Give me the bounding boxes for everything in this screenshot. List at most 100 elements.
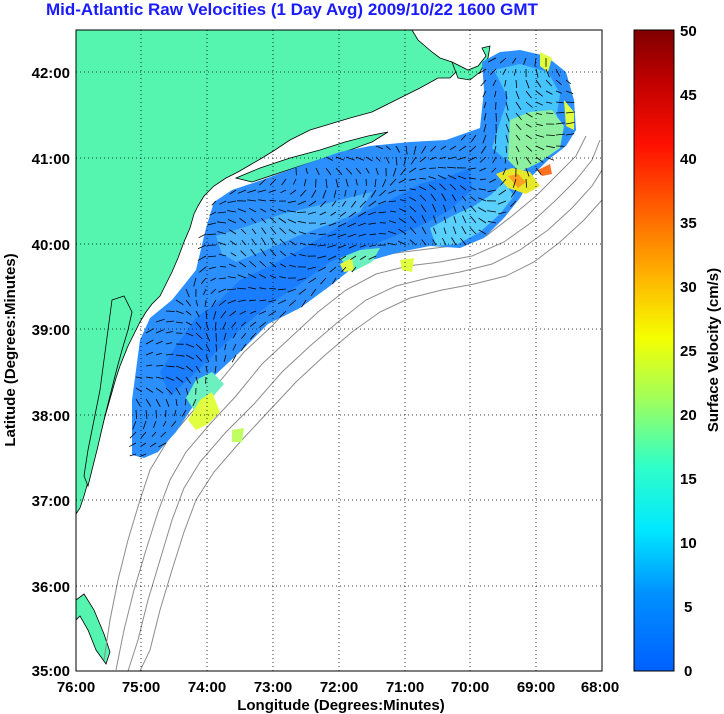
velocity-vector (229, 263, 237, 268)
velocity-vector (399, 208, 407, 213)
velocity-vector (318, 233, 327, 236)
velocity-vector (470, 134, 477, 143)
velocity-vector (347, 233, 357, 238)
velocity-vector (515, 101, 522, 110)
velocity-vector (227, 210, 237, 213)
velocity-vector (240, 332, 247, 340)
velocity-vector (218, 253, 227, 257)
x-axis-label: Longitude (Degrees:Minutes) (237, 697, 445, 714)
velocity-vector (505, 90, 507, 99)
velocity-vector (478, 188, 487, 191)
velocity-vector (315, 167, 320, 175)
velocity-vector (453, 205, 457, 213)
velocity-vector (322, 189, 327, 199)
velocity-vector (145, 339, 154, 345)
velocity-vector (545, 145, 555, 149)
velocity-vector (505, 112, 510, 122)
velocity-vector (515, 90, 520, 100)
velocity-vector (287, 210, 297, 213)
velocity-vector (462, 215, 467, 224)
x-tick-label: 71:00 (386, 679, 424, 696)
velocity-vector (268, 310, 277, 317)
velocity-vector (502, 167, 507, 176)
y-axis-ticks: 42:00 41:00 40:00 39:00 38:00 37:00 36:0… (32, 65, 70, 680)
velocity-vector (355, 178, 358, 186)
velocity-vector (305, 167, 308, 174)
velocity-vector (145, 328, 154, 334)
velocity-vector (287, 288, 297, 293)
x-tick-label: 72:00 (320, 679, 358, 696)
velocity-vector (510, 189, 517, 198)
velocity-vector (408, 167, 417, 173)
velocity-vector (535, 79, 542, 88)
velocity-vector (337, 222, 347, 227)
colorbar (633, 29, 675, 672)
velocity-vector (174, 409, 177, 417)
velocity-vector (335, 156, 345, 161)
velocity-vector (535, 123, 543, 127)
velocity-vector (555, 90, 562, 94)
velocity-vector (409, 239, 417, 246)
colorbar-tick-label: 35 (680, 215, 697, 232)
velocity-vector (207, 222, 217, 226)
velocity-vector (555, 79, 562, 86)
velocity-vector (175, 387, 181, 396)
velocity-vector (359, 255, 367, 260)
velocity-vector (487, 189, 497, 193)
velocity-vector (135, 376, 143, 379)
velocity-vector (387, 242, 397, 246)
velocity-vector (260, 248, 267, 257)
velocity-vector (279, 250, 287, 257)
velocity-vector (351, 266, 357, 273)
y-tick-label: 36:00 (32, 579, 70, 596)
velocity-vector (525, 134, 532, 140)
velocity-vector (525, 178, 527, 188)
velocity-vector (308, 277, 317, 284)
velocity-vector (369, 244, 377, 247)
velocity-vector (325, 156, 333, 161)
colorbar-tick-label: 25 (680, 343, 697, 360)
velocity-vector (145, 351, 154, 356)
velocity-vector (303, 178, 307, 187)
velocity-vector (459, 237, 467, 246)
velocity-vector (175, 365, 185, 370)
velocity-vector (330, 211, 337, 216)
velocity-vector (358, 233, 367, 237)
velocity-vector (135, 387, 143, 393)
x-axis-ticks: 76:00 75:00 74:00 73:00 72:00 71:00 70:0… (57, 679, 619, 696)
velocity-vector (470, 215, 477, 224)
velocity-vector (195, 343, 203, 351)
velocity-vector (205, 310, 208, 320)
velocity-vector (289, 240, 297, 246)
velocity-vector (145, 387, 154, 393)
velocity-vector (297, 211, 307, 213)
velocity-vector (488, 57, 497, 63)
velocity-vector (452, 226, 457, 235)
velocity-vector (251, 228, 257, 235)
velocity-vector (145, 409, 148, 419)
velocity-vector (478, 207, 487, 213)
velocity-vector (439, 183, 447, 191)
velocity-vector (398, 178, 407, 184)
velocity-vector (207, 233, 217, 236)
velocity-vector (332, 277, 337, 285)
x-tick-label: 75:00 (122, 679, 160, 696)
velocity-vector (459, 185, 467, 191)
velocity-vector (208, 266, 217, 270)
velocity-vector (135, 398, 141, 407)
velocity-vector (515, 134, 521, 141)
velocity-vector (535, 101, 543, 106)
land-long-island (234, 131, 389, 183)
velocity-vector (205, 365, 208, 373)
velocity-vector (525, 167, 530, 177)
velocity-vector (129, 453, 137, 457)
velocity-vector (515, 145, 520, 153)
velocity-vector (268, 299, 277, 303)
velocity-vector (333, 189, 337, 198)
velocity-vector (158, 442, 167, 448)
velocity-vector (327, 244, 337, 248)
velocity-vector (385, 156, 390, 164)
velocity-vector (498, 189, 507, 196)
velocity-vector (199, 266, 207, 273)
velocity-vector (320, 200, 327, 208)
